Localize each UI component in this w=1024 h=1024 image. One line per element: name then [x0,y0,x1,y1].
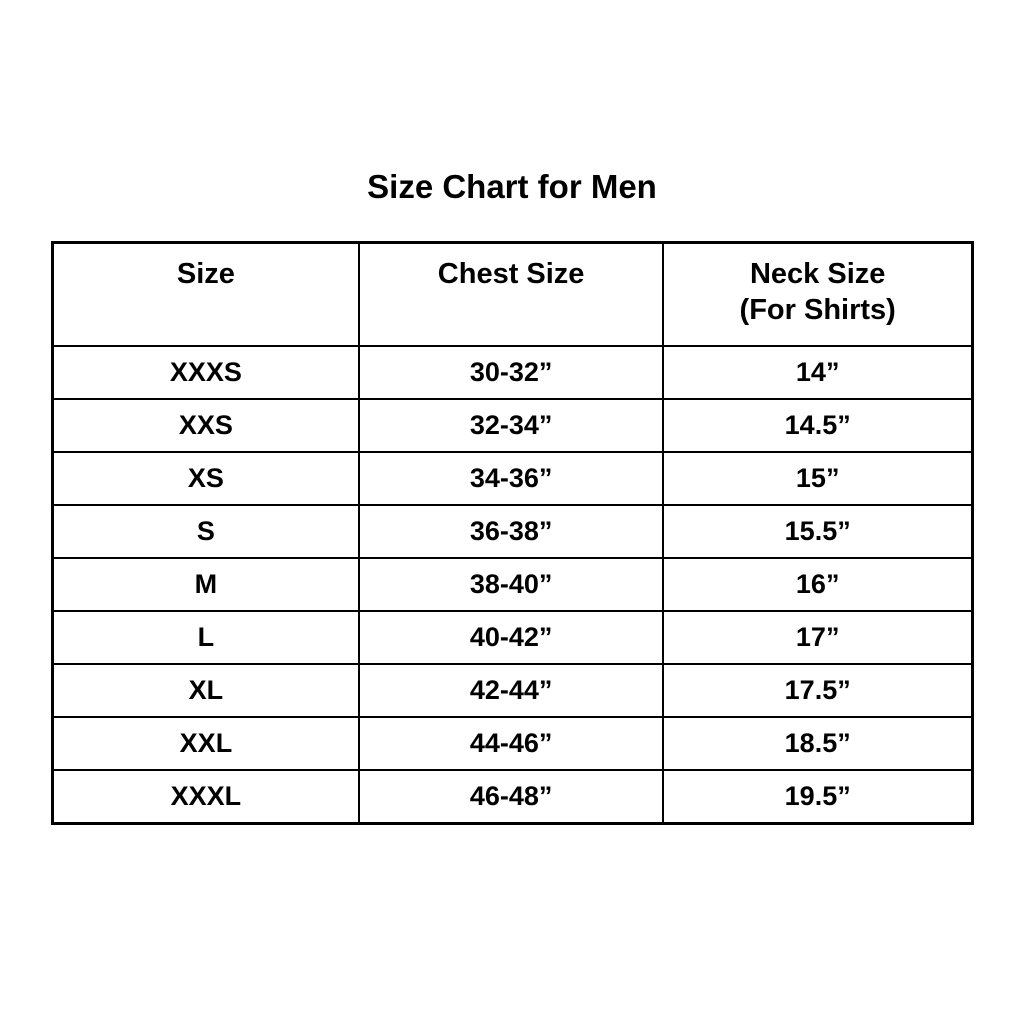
table-row: L 40-42” 17” [51,610,974,665]
table-row: XS 34-36” 15” [51,451,974,506]
chest-cell: 32-34” [357,398,665,453]
header-neck-sublabel: (For Shirts) [739,294,896,326]
table-row: S 36-38” 15.5” [51,504,974,559]
table-row: XXS 32-34” 14.5” [51,398,974,453]
neck-cell: 15” [662,451,974,506]
neck-cell: 19.5” [662,769,974,825]
size-cell: XL [51,663,360,718]
header-cell-size: Size [51,241,360,347]
size-cell: S [51,504,360,559]
header-row: Size Chest Size Neck Size (For Shirts) [51,241,974,347]
size-chart-table: Size Chest Size Neck Size (For Shirts) X… [51,241,974,825]
chest-cell: 42-44” [357,663,665,718]
chest-cell: 36-38” [357,504,665,559]
page-title: Size Chart for Men [367,168,657,205]
size-cell: M [51,557,360,612]
chest-cell: 40-42” [357,610,665,665]
chest-cell: 34-36” [357,451,665,506]
neck-cell: 16” [662,557,974,612]
size-cell: XXL [51,716,360,771]
header-cell-chest: Chest Size [357,241,665,347]
neck-cell: 18.5” [662,716,974,771]
table-row: XXL 44-46” 18.5” [51,716,974,771]
neck-cell: 17” [662,610,974,665]
header-neck-label: Neck Size [749,258,886,290]
neck-cell: 15.5” [662,504,974,559]
size-cell: L [51,610,360,665]
table-row: M 38-40” 16” [51,557,974,612]
chest-cell: 38-40” [357,557,665,612]
table-row: XXXL 46-48” 19.5” [51,769,974,825]
header-cell-neck: Neck Size (For Shirts) [662,241,974,347]
size-cell: XXXS [51,345,360,400]
table-row: XXXS 30-32” 14” [51,345,974,400]
size-cell: XXS [51,398,360,453]
neck-cell: 14.5” [662,398,974,453]
header-chest-label: Chest Size [437,258,585,290]
chest-cell: 44-46” [357,716,665,771]
neck-cell: 17.5” [662,663,974,718]
neck-cell: 14” [662,345,974,400]
chest-cell: 30-32” [357,345,665,400]
chest-cell: 46-48” [357,769,665,825]
size-cell: XXXL [51,769,360,825]
header-size-label: Size [176,258,235,290]
size-cell: XS [51,451,360,506]
table-row: XL 42-44” 17.5” [51,663,974,718]
